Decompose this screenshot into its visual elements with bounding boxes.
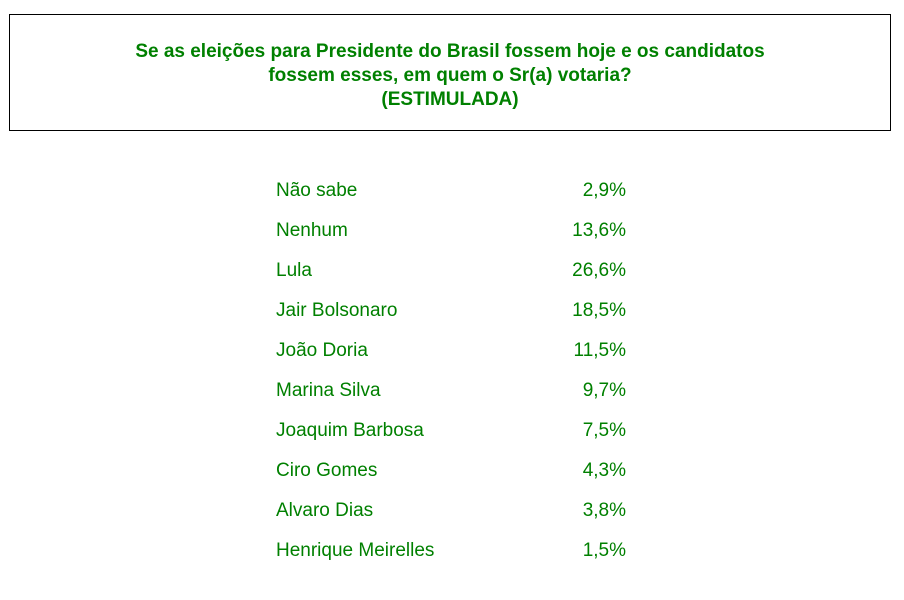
candidate-name: Henrique Meirelles — [276, 540, 435, 561]
table-row: Jair Bolsonaro 18,5% — [276, 298, 626, 338]
candidate-name: João Doria — [276, 340, 368, 361]
candidate-name: Ciro Gomes — [276, 460, 378, 481]
candidate-percent: 26,6% — [572, 260, 626, 281]
candidate-name: Joaquim Barbosa — [276, 420, 424, 441]
table-row: Lula 26,6% — [276, 258, 626, 298]
table-row: Joaquim Barbosa 7,5% — [276, 418, 626, 458]
results-table: Não sabe 2,9% Nenhum 13,6% Lula 26,6% Ja… — [276, 178, 626, 578]
candidate-percent: 3,8% — [582, 500, 626, 521]
title-line-3: (ESTIMULADA) — [381, 89, 519, 110]
table-row: Nenhum 13,6% — [276, 218, 626, 258]
candidate-percent: 4,3% — [582, 460, 626, 481]
candidate-percent: 13,6% — [572, 220, 626, 241]
candidate-percent: 11,5% — [573, 340, 626, 361]
candidate-name: Jair Bolsonaro — [276, 300, 398, 321]
title-line-1: Se as eleições para Presidente do Brasil… — [135, 41, 765, 62]
table-row: Ciro Gomes 4,3% — [276, 458, 626, 498]
title-box: Se as eleições para Presidente do Brasil… — [9, 14, 891, 131]
table-row: Marina Silva 9,7% — [276, 378, 626, 418]
candidate-name: Não sabe — [276, 180, 358, 201]
candidate-percent: 18,5% — [572, 300, 626, 321]
candidate-percent: 1,5% — [582, 540, 626, 561]
candidate-name: Nenhum — [276, 220, 348, 241]
candidate-percent: 9,7% — [582, 380, 626, 401]
page-title: Se as eleições para Presidente do Brasil… — [10, 40, 890, 112]
candidate-percent: 2,9% — [582, 180, 626, 201]
table-row: Alvaro Dias 3,8% — [276, 498, 626, 538]
candidate-name: Lula — [276, 260, 312, 281]
title-line-2: fossem esses, em quem o Sr(a) votaria? — [268, 65, 632, 86]
table-row: Não sabe 2,9% — [276, 178, 626, 218]
candidate-name: Alvaro Dias — [276, 500, 374, 521]
candidate-name: Marina Silva — [276, 380, 381, 401]
candidate-percent: 7,5% — [582, 420, 626, 441]
table-row: Henrique Meirelles 1,5% — [276, 538, 626, 578]
table-row: João Doria 11,5% — [276, 338, 626, 378]
